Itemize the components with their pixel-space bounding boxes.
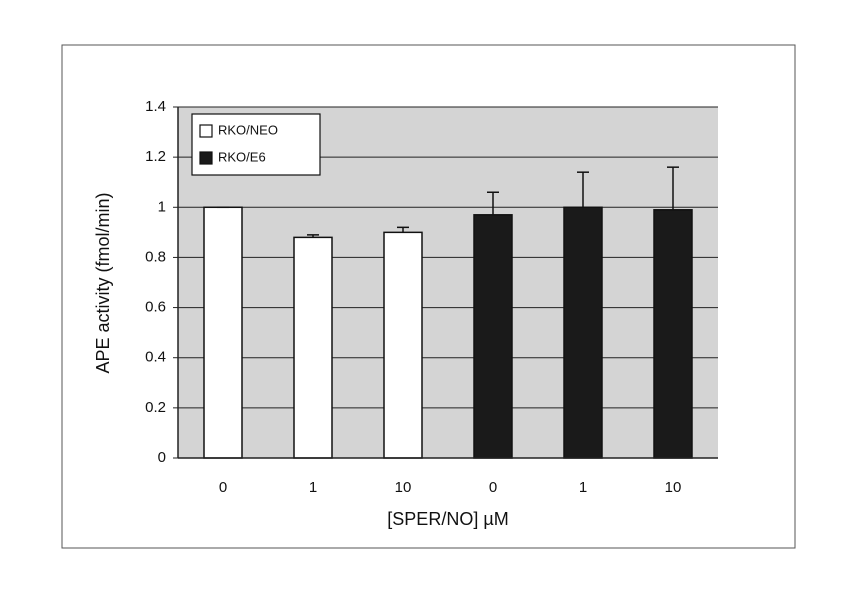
legend-swatch	[199, 151, 213, 165]
y-tick-label: 1.4	[145, 98, 166, 115]
legend-label: RKO/NEO	[218, 122, 278, 137]
plot	[178, 106, 718, 459]
x-tick-label: 1	[309, 479, 317, 496]
y-tick-label: 0	[158, 449, 166, 466]
x-tick-label: 0	[489, 479, 497, 496]
y-tick-label: 1	[158, 198, 166, 215]
error-bar	[577, 171, 589, 208]
bar	[473, 214, 513, 459]
x-tick-label: 1	[579, 479, 587, 496]
y-axis-label: APE activity (fmol/min)	[93, 192, 113, 373]
error-bar	[307, 234, 319, 238]
x-tick-label: 10	[395, 479, 412, 496]
error-bar	[487, 191, 499, 215]
legend-label: RKO/E6	[218, 149, 266, 164]
bar	[653, 209, 693, 459]
y-tick-label: 1.2	[145, 148, 166, 165]
y-tick-label: 0.8	[145, 248, 166, 265]
chart-frame	[61, 44, 796, 549]
y-tick-label: 0.6	[145, 299, 166, 316]
bar	[293, 236, 333, 459]
legend-swatch	[199, 124, 213, 138]
legend-box	[191, 113, 321, 176]
bar	[383, 231, 423, 459]
x-axis-label: [SPER/NO] µM	[387, 509, 508, 529]
bar	[203, 206, 243, 459]
error-bar	[397, 226, 409, 233]
x-tick-label: 10	[665, 479, 682, 496]
y-tick-label: 0.2	[145, 399, 166, 416]
y-tick-label: 0.4	[145, 349, 166, 366]
bar	[563, 206, 603, 459]
error-bar	[667, 166, 679, 210]
x-tick-label: 0	[219, 479, 227, 496]
